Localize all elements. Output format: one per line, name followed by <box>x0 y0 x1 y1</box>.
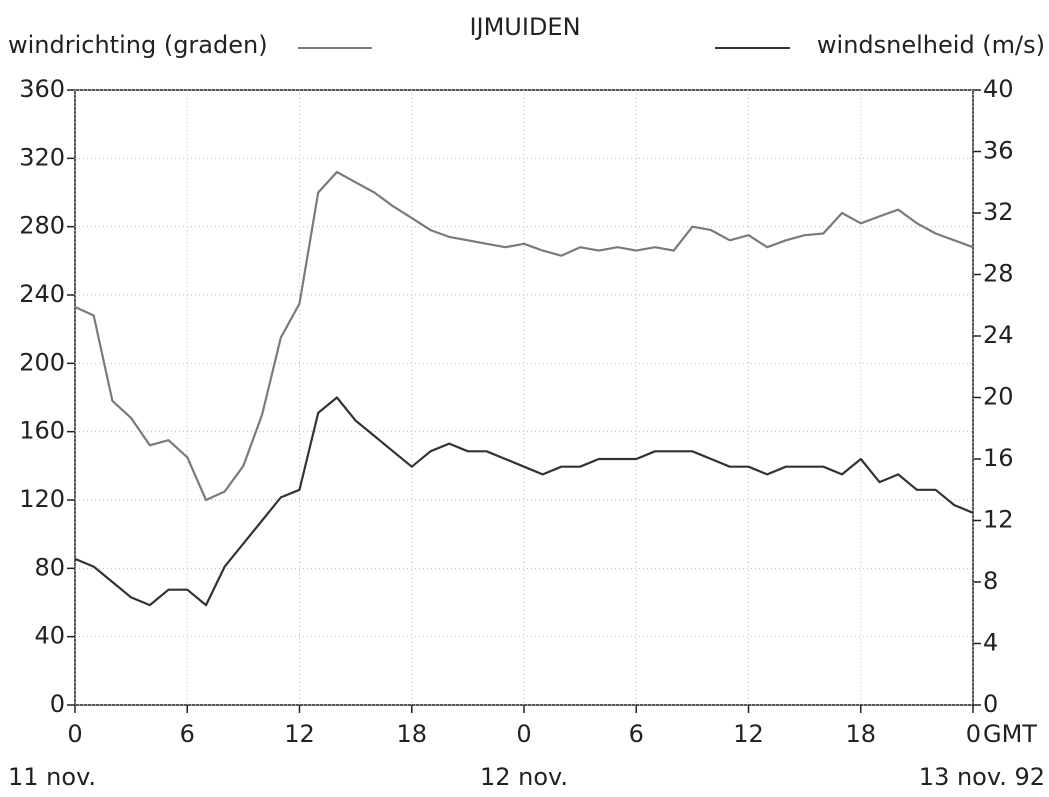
y2-tick-label: 8 <box>983 567 998 595</box>
y2-tick-label: 36 <box>983 137 1014 165</box>
y2-tick-label: 4 <box>983 629 998 657</box>
x-axis-label: GMT <box>983 720 1037 748</box>
x-tick-label: 6 <box>629 720 644 748</box>
legend-label: windrichting (graden) <box>8 31 268 59</box>
x-tick-label: 12 <box>284 720 315 748</box>
x-tick-label: 0 <box>67 720 82 748</box>
series-line <box>74 170 974 502</box>
y2-tick-label: 16 <box>983 444 1014 472</box>
chart-title: IJMUIDEN <box>469 13 580 41</box>
y2-tick-label: 12 <box>983 506 1014 534</box>
y2-tick-label: 24 <box>983 321 1014 349</box>
x-tick-label: 12 <box>733 720 764 748</box>
y2-tick-label: 20 <box>983 383 1014 411</box>
x-tick-label: 18 <box>396 720 427 748</box>
y2-tick-label: 28 <box>983 260 1014 288</box>
y-tick-label: 200 <box>19 348 65 376</box>
y2-tick-label: 0 <box>983 690 998 718</box>
y-tick-label: 320 <box>19 143 65 171</box>
date-label: 11 nov. <box>8 763 96 791</box>
y2-tick-label: 40 <box>983 75 1014 103</box>
series-line <box>74 396 974 607</box>
y2-tick-label: 32 <box>983 198 1014 226</box>
y-tick-label: 360 <box>19 75 65 103</box>
y-tick-label: 160 <box>19 417 65 445</box>
x-tick-label: 0 <box>516 720 531 748</box>
x-tick-label: 6 <box>180 720 195 748</box>
y-tick-label: 0 <box>50 690 65 718</box>
x-tick-label: 18 <box>845 720 876 748</box>
y-tick-label: 80 <box>34 553 65 581</box>
date-label: 12 nov. <box>480 763 568 791</box>
y-tick-label: 40 <box>34 622 65 650</box>
y-tick-label: 120 <box>19 485 65 513</box>
legend-label: windsnelheid (m/s) <box>817 31 1045 59</box>
y-tick-label: 280 <box>19 212 65 240</box>
y-tick-label: 240 <box>19 280 65 308</box>
x-tick-label: 0 <box>966 720 981 748</box>
date-label: 13 nov. 92 <box>919 763 1045 791</box>
